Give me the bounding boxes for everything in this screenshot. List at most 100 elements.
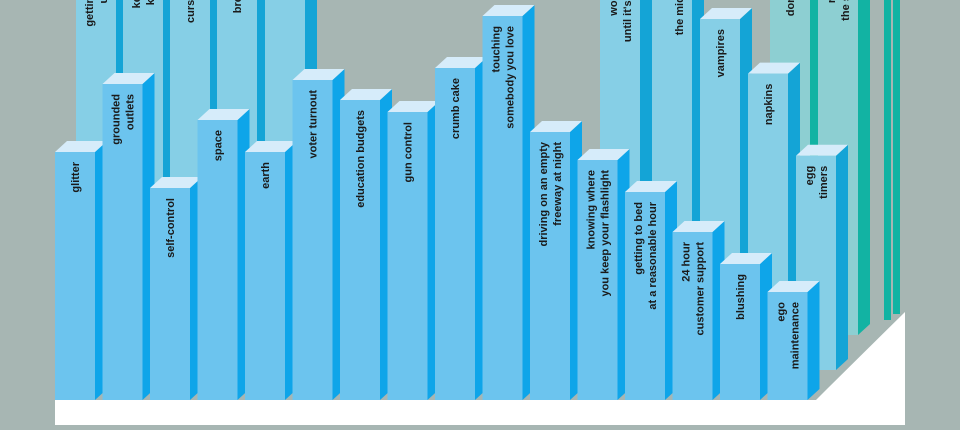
front-bar-ego-maintenance-label-line: maintenance [790,302,802,369]
front-bar-touching-somebody-you-love-top [482,5,535,16]
front-bar-grounded-outlets: grounded outlets [102,73,155,400]
front-bar-voter-turnout-top [292,69,345,80]
front-bar-knowing-where-you-keep-your-flashlight-label: knowing where you keep your flashlight [586,170,612,297]
front-bar-getting-to-bed-at-a-reasonable-hour: getting to bed at a reasonable hour [625,181,677,400]
front-bar-driving-on-an-empty-freeway-at-night-label: driving on an empty freeway at night [538,141,564,246]
front-bar-space-top [197,109,250,120]
front-bar-getting-to-bed-at-a-reasonable-hour-face [625,192,665,400]
front-bar-glitter-label: glitter [70,161,82,192]
front-bar-24-hour-customer-support-top [672,221,725,232]
front-bar-getting-to-bed-at-a-reasonable-hour-label: getting to bed at a reasonable hour [633,201,659,309]
front-bar-crumb-cake-label-line: crumb cake [450,78,462,139]
front-bar-knowing-where-you-keep-your-flashlight-label-line: you keep your flashlight [600,170,612,297]
front-bar-blushing-label: blushing [735,274,747,320]
back-bar-vampires-top [700,8,752,19]
front-bar-earth-label-line: earth [260,162,272,189]
front-bar-self-control-label: self-control [165,198,177,258]
front-bar-touching-somebody-you-love: touching somebody you love [482,5,535,400]
front-bar-touching-somebody-you-love-label-line: touching [491,26,503,72]
front-bar-getting-to-bed-at-a-reasonable-hour-label-line: getting to bed [633,202,645,275]
front-bar-crumb-cake: crumb cake [435,57,487,400]
back-bar-getting-up-label-line: up [98,0,110,3]
back-bar-dona-label-line: dona [785,0,797,16]
front-bar-space-label-line: space [213,130,225,161]
back-bar-napkins-top [748,62,800,74]
back-bar-burning-the-midnight-oil-label: burningthe midnight oil [660,0,686,35]
front-bar-gun-control: gun control [387,101,440,400]
front-bar-blushing-face [720,264,760,400]
front-bar-knowing-where-you-keep-your-flashlight: knowing where you keep your flashlight [577,149,630,400]
front-bar-earth-top [245,141,297,152]
back-bar-kee-kic-label-line: kee [131,0,143,8]
front-bar-grounded-outlets-label-line: outlets [125,94,137,130]
front-bar-education-budgets-face [340,100,380,400]
back-bar-raising-the-stakes-side [858,0,870,335]
back-bar-cursin-label-line: cursin [185,0,197,23]
front-bar-driving-on-an-empty-freeway-at-night-top [530,121,582,132]
back-bar-kee-kic-label: keekic [131,0,157,8]
front-bar-driving-on-an-empty-freeway-at-night: driving on an empty freeway at night [530,121,582,400]
teal-strip-0 [884,0,891,320]
front-bar-blushing: blushing [720,253,772,400]
front-bar-gun-control-label: gun control [403,122,415,183]
back-bar-kee-kic-label-line: kic [145,0,157,5]
front-bar-earth: earth [245,141,297,400]
front-bar-glitter-top [55,141,107,152]
front-bar-blushing-top [720,253,772,264]
front-bar-getting-to-bed-at-a-reasonable-hour-label-line: at a reasonable hour [647,201,659,309]
front-bar-driving-on-an-empty-freeway-at-night-face [530,132,570,400]
back-bar-vampires-label-line: vampires [715,29,727,77]
front-bar-driving-on-an-empty-freeway-at-night-label-line: driving on an empty [538,141,550,246]
front-bar-grounded-outlets-label: grounded outlets [111,94,137,145]
back-bar-egg-timers-label-line: timers [818,166,830,199]
front-bar-24-hour-customer-support-face [672,232,713,400]
front-bar-gun-control-label-line: gun control [403,122,415,183]
back-bar-napkins-label-line: napkins [763,84,775,126]
front-bar-24-hour-customer-support-label: 24 hour customer support [681,241,707,335]
front-bar-touching-somebody-you-love-label: touching somebody you love [491,26,517,129]
back-bar-raising-the-stakes-label: raisingthe stakes [826,0,852,21]
front-bar-crumb-cake-label: crumb cake [450,78,462,139]
back-bar-egg-timers-label: egg timers [804,166,830,199]
front-bar-ego-maintenance-face [767,292,808,400]
front-bar-self-control-face [150,188,190,400]
front-bar-space: space [197,109,250,400]
floor-panel [55,312,905,425]
front-bar-24-hour-customer-support-label-line: 24 hour [681,241,693,281]
front-bar-education-budgets-top [340,89,392,100]
front-bar-earth-label: earth [260,162,272,189]
back-bar-getting-up-label-line: getting [84,0,96,27]
back-bar-brea-label: brea [232,0,244,13]
front-bar-voter-turnout: voter turnout [292,69,345,400]
front-bar-knowing-where-you-keep-your-flashlight-top [577,149,630,160]
back-bar-vampires-label: vampires [715,29,727,77]
teal-strip-1 [893,0,900,314]
front-bar-education-budgets: education budgets [340,89,392,400]
front-bar-gun-control-top [387,101,440,112]
front-bar-ego-maintenance-top [767,281,820,292]
back-bar-work-until-it-s-ri-label-line: work [608,0,620,17]
front-bar-glitter-face [55,152,95,400]
back-bar-dona-label: dona [785,0,797,16]
front-bar-knowing-where-you-keep-your-flashlight-face [577,160,618,400]
front-bar-glitter-label-line: glitter [70,161,82,192]
front-bar-glitter: glitter [55,141,107,400]
front-bar-education-budgets-label-line: education budgets [355,110,367,208]
left-margin [0,0,55,425]
front-bar-24-hour-customer-support: 24 hour customer support [672,221,725,400]
front-bar-ego-maintenance-label-line: ego [776,302,788,322]
back-bar-egg-timers-side [836,144,848,370]
front-row: glitter grounded outlets self-control space e… [55,5,820,400]
back-bar-raising-the-stakes-label-line: the stakes [840,0,852,21]
front-bar-knowing-where-you-keep-your-flashlight-label-line: knowing where [586,170,598,249]
front-bar-getting-to-bed-at-a-reasonable-hour-top [625,181,677,192]
front-bar-driving-on-an-empty-freeway-at-night-label-line: freeway at night [552,142,564,226]
back-bar-getting-up-label: gettingup [84,0,110,27]
back-bar-work-until-it-s-ri-label-line: until it's ri [622,0,634,42]
front-bar-earth-face [245,152,285,400]
front-bar-gun-control-face [387,112,428,400]
back-bar-egg-timers-top [796,144,848,156]
back-bar-cursin-label: cursin [185,0,197,23]
front-bar-voter-turnout-face [292,80,333,400]
